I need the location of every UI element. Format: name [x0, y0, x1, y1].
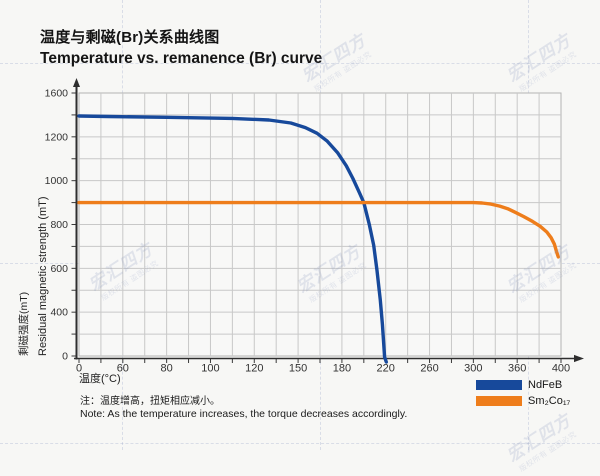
legend-label-ndfeb: NdFeB — [528, 378, 563, 391]
y-axis-arrow — [73, 78, 80, 87]
x-tick-label: 400 — [552, 363, 570, 375]
chart-legend: NdFeB Sm₂Co₁₇ — [476, 378, 570, 410]
x-axis-title: 温度(°C) — [79, 371, 121, 385]
x-tick-label: 150 — [289, 363, 307, 375]
legend-label-sm2co17: Sm₂Co₁₇ — [528, 394, 571, 407]
x-tick-label: 300 — [464, 363, 482, 375]
legend-item-ndfeb: NdFeB — [476, 378, 570, 391]
temperature-remanence-chart: 1600 1200 1000 800 600 400 00 60 80 100 120 150 180 2… — [17, 78, 584, 385]
x-tick-label: 260 — [420, 363, 438, 375]
x-tick-label: 0 — [76, 363, 82, 375]
footnote-zh: 注：温度增高，扭矩相应减小。 — [80, 396, 220, 407]
title-block: 温度与剩磁(Br)关系曲线图 Temperature vs. remanence… — [40, 27, 322, 70]
x-axis-arrow — [574, 354, 584, 363]
ndfeb-color-swatch — [476, 379, 522, 390]
y-tick-label: 1200 — [45, 131, 69, 143]
y-axis-title-en: Residual magnetic strength (mT) — [37, 196, 49, 356]
y-tick-label: 0 — [62, 351, 68, 363]
y-axis-title-zh: 剩磁强度(mT) — [17, 292, 30, 356]
y-tick-label: 400 — [50, 307, 68, 319]
footnote-block: 注：温度增高，扭矩相应减小。 Note: As the temperature … — [80, 395, 407, 421]
x-tick-label: 180 — [333, 363, 351, 375]
chart-title-zh: 温度与剩磁(Br)关系曲线图 — [40, 29, 220, 46]
x-tick-label: 360 — [508, 363, 526, 375]
y-tick-label: 1600 — [45, 88, 69, 100]
sm2co17-color-swatch — [476, 395, 522, 406]
footnote-en: Note: As the temperature increases, the … — [80, 408, 408, 420]
x-tick-label: 80 — [161, 363, 173, 375]
x-tick-label: 220 — [377, 363, 395, 375]
curve-sm2co17 — [77, 200, 560, 259]
y-tick-label: 1000 — [45, 175, 69, 187]
x-tick-label: 60 — [117, 363, 129, 375]
x-tick-label: 100 — [201, 363, 219, 375]
curve-ndfeb — [77, 114, 388, 364]
x-tick-label: 120 — [245, 363, 263, 375]
y-tick-label: 800 — [50, 219, 68, 231]
legend-item-sm2co17: Sm₂Co₁₇ — [476, 394, 570, 407]
y-tick-label: 600 — [50, 263, 68, 275]
chart-title-en: Temperature vs. remanence (Br) curve — [40, 50, 323, 67]
